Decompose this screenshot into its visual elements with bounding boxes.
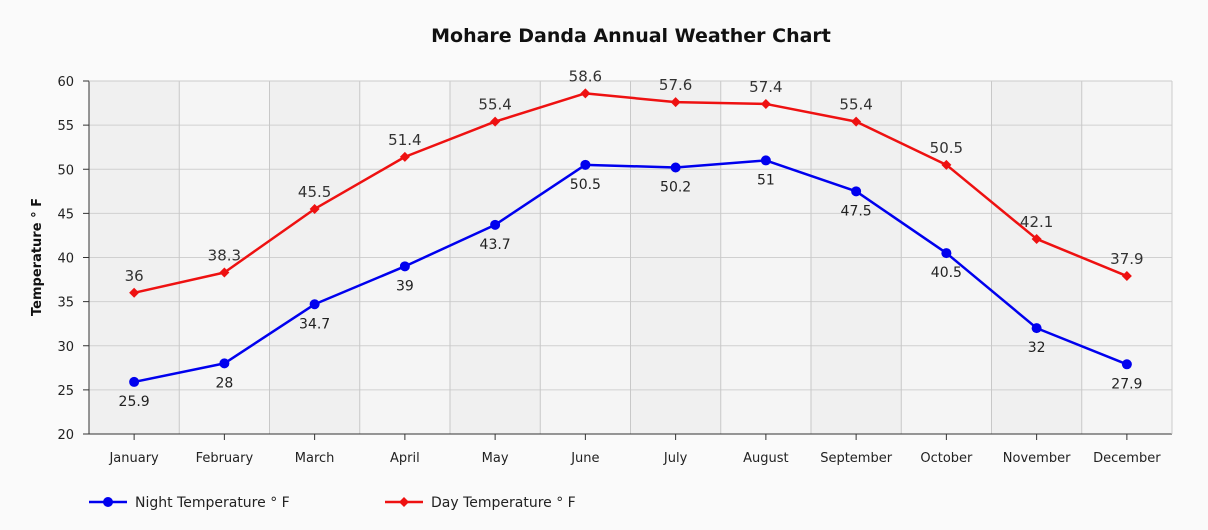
data-point-day[interactable] (670, 97, 681, 108)
y-axis-label: Temperature ° F (30, 198, 45, 316)
data-label-night: 28 (215, 375, 233, 391)
data-point-night[interactable] (1121, 359, 1132, 370)
x-tick-label: June (570, 451, 599, 466)
data-point-day[interactable] (580, 88, 591, 99)
series-line-day (133, 92, 1128, 295)
data-label-day: 38.3 (208, 247, 241, 265)
series-group: 25.9 28 34.7 39 43.7 50.5 50.2 51 47.5 40.5 32 27.9… (119, 67, 1144, 410)
data-point-night[interactable] (399, 261, 410, 272)
legend-label-night: Night Temperature ° F (135, 495, 290, 511)
x-tick-label: March (295, 451, 335, 466)
y-axis-ticks: 20 25 30 35 40 45 50 55 60 (57, 75, 89, 443)
chart-title: Mohare Danda Annual Weather Chart (431, 25, 831, 47)
data-label-day: 51.4 (388, 131, 421, 149)
data-point-day[interactable] (490, 116, 501, 127)
x-tick-label: November (1003, 451, 1071, 466)
data-label-night: 39 (396, 278, 414, 294)
data-point-night[interactable] (490, 219, 501, 230)
legend-marker-day (399, 497, 409, 507)
data-label-night: 27.9 (1111, 376, 1142, 392)
y-tick-label: 35 (57, 296, 74, 311)
data-label-day: 36 (125, 267, 144, 285)
x-tick-label: January (108, 451, 159, 466)
legend-label-day: Day Temperature ° F (431, 495, 576, 511)
series-day-temperature: 36 38.3 45.5 51.4 55.4 58.6 57.6 57.4 55.4 50.5 42… (125, 67, 1144, 298)
x-tick-label: July (663, 451, 688, 466)
data-label-night: 50.5 (570, 177, 601, 193)
data-label-day: 37.9 (1110, 250, 1143, 268)
data-label-day: 50.5 (930, 139, 963, 157)
axes (88, 80, 1173, 435)
data-point-day[interactable] (219, 267, 230, 278)
x-tick-label: August (743, 451, 789, 466)
x-tick-label: February (196, 451, 254, 466)
data-label-day: 42.1 (1020, 213, 1053, 231)
data-point-day[interactable] (851, 116, 862, 127)
data-point-day[interactable] (129, 287, 140, 298)
data-point-day[interactable] (1121, 271, 1132, 282)
data-point-night[interactable] (941, 248, 952, 259)
y-tick-label: 40 (57, 252, 74, 267)
legend-item-night[interactable]: Night Temperature ° F (89, 495, 290, 511)
data-point-day[interactable] (760, 98, 771, 109)
data-point-day[interactable] (399, 151, 410, 162)
y-tick-label: 25 (57, 384, 74, 399)
data-label-night: 43.7 (480, 237, 511, 253)
data-label-night: 32 (1028, 340, 1046, 356)
y-tick-label: 45 (57, 207, 74, 222)
data-label-night: 34.7 (299, 316, 330, 332)
data-point-night[interactable] (851, 186, 862, 197)
x-tick-label: September (820, 451, 893, 466)
y-tick-label: 60 (57, 75, 74, 90)
data-point-day[interactable] (1031, 233, 1042, 244)
data-label-day: 55.4 (839, 96, 872, 114)
data-label-day: 58.6 (569, 67, 602, 85)
data-point-night[interactable] (580, 159, 591, 170)
data-point-night[interactable] (219, 358, 230, 369)
data-point-day[interactable] (941, 159, 952, 170)
legend-item-day[interactable]: Day Temperature ° F (385, 495, 576, 511)
data-point-day[interactable] (309, 203, 320, 214)
data-point-night[interactable] (670, 162, 681, 173)
series-night-temperature: 25.9 28 34.7 39 43.7 50.5 50.2 51 47.5 40.5 32 27.9 (119, 155, 1142, 410)
x-tick-label: December (1093, 451, 1161, 466)
y-tick-label: 50 (57, 163, 74, 178)
data-label-night: 51 (757, 172, 775, 188)
data-label-night: 25.9 (119, 394, 150, 410)
data-point-night[interactable] (309, 299, 320, 310)
y-tick-label: 30 (57, 340, 74, 355)
series-line-night (133, 159, 1128, 384)
x-tick-label: May (482, 451, 509, 466)
data-point-night[interactable] (129, 376, 140, 387)
data-label-day: 57.6 (659, 76, 692, 94)
data-label-night: 40.5 (931, 265, 962, 281)
x-tick-label: October (920, 451, 973, 466)
data-label-day: 45.5 (298, 183, 331, 201)
data-point-night[interactable] (1031, 323, 1042, 334)
data-label-day: 57.4 (749, 78, 782, 96)
y-tick-label: 20 (57, 428, 74, 443)
x-tick-label: April (390, 451, 420, 466)
x-axis-ticks: January February March April May June July Augu… (108, 434, 1161, 466)
data-label-night: 47.5 (841, 203, 872, 219)
y-tick-label: 55 (57, 119, 74, 134)
data-label-day: 55.4 (478, 96, 511, 114)
legend[interactable]: Night Temperature ° F Day Temperature ° F (89, 495, 576, 511)
data-point-night[interactable] (760, 155, 771, 166)
legend-marker-night (103, 497, 113, 507)
data-label-night: 50.2 (660, 179, 691, 195)
